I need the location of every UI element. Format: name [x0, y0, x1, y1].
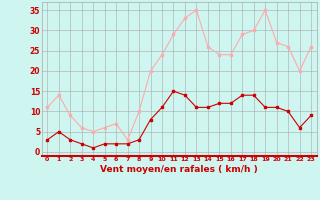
X-axis label: Vent moyen/en rafales ( km/h ): Vent moyen/en rafales ( km/h ): [100, 165, 258, 174]
